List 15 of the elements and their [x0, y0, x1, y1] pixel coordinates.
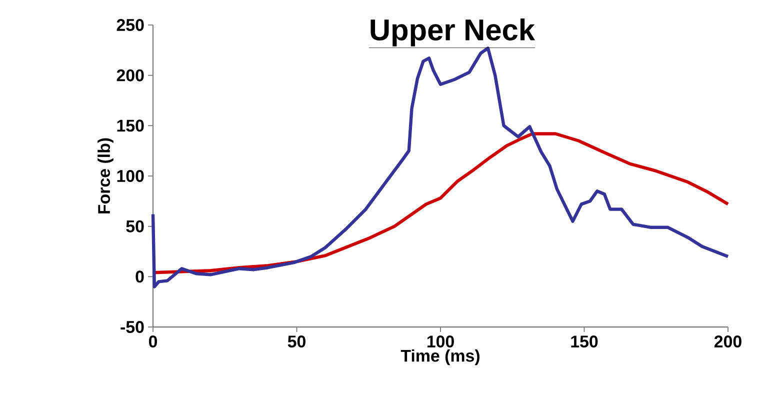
y-tick-label: -50 — [120, 321, 144, 333]
chart-title: Upper Neck — [370, 18, 536, 46]
x-tick-label: 50 — [288, 336, 306, 348]
x-tick-label: 200 — [714, 336, 742, 348]
x-tick-label: 150 — [571, 336, 598, 348]
x-tick-label: 100 — [427, 336, 454, 348]
y-tick-label: 50 — [126, 220, 144, 232]
y-tick-label: 150 — [117, 120, 144, 132]
y-tick-label: 200 — [116, 69, 144, 82]
x-tick-label: 0 — [148, 336, 158, 348]
x-axis-title: Time (ms) — [400, 349, 480, 366]
y-tick-label: 250 — [116, 19, 144, 31]
y-axis-title: Force (lb) — [98, 138, 114, 214]
y-tick-label: 100 — [117, 170, 144, 182]
y-tick-label: 0 — [136, 270, 144, 283]
